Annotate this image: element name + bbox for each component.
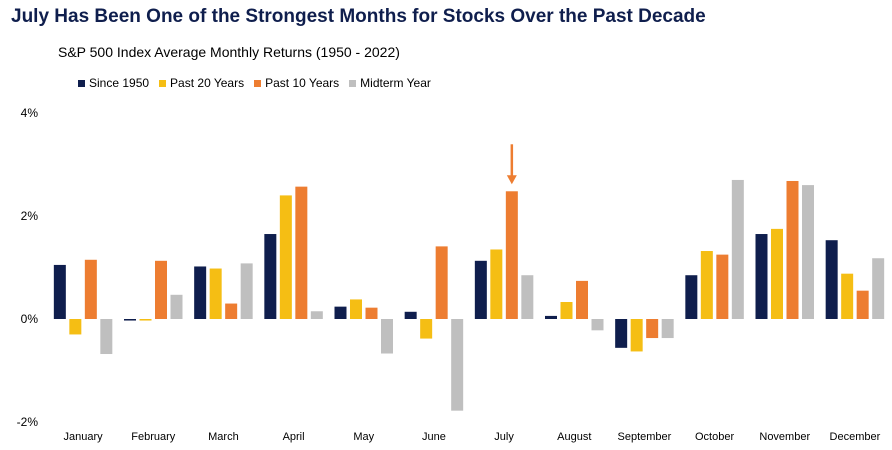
bar-december-past-20-years <box>841 273 854 319</box>
bar-august-since-1950 <box>545 315 557 319</box>
bar-november-past-10-years <box>786 180 799 319</box>
bar-august-past-10-years <box>576 280 588 319</box>
bar-august-past-20-years <box>560 302 573 319</box>
bar-november-midterm-year <box>802 185 814 319</box>
bar-june-since-1950 <box>404 311 417 319</box>
legend-swatch-past-10-years <box>254 79 262 87</box>
bar-january-midterm-year <box>100 319 113 355</box>
legend-swatch-midterm-year <box>349 79 357 87</box>
bar-july-past-20-years <box>490 249 503 319</box>
x-tick-label: June <box>422 431 446 443</box>
bar-may-past-10-years <box>365 307 378 319</box>
bar-january-past-20-years <box>69 319 82 335</box>
x-tick-label: January <box>64 431 104 443</box>
bar-september-past-20-years <box>630 319 643 352</box>
bar-october-since-1950 <box>685 275 698 319</box>
bar-october-midterm-year <box>731 179 744 319</box>
legend-item-midterm-year: Midterm Year <box>349 76 431 90</box>
legend-item-since-1950: Since 1950 <box>78 76 149 90</box>
bar-november-since-1950 <box>755 234 768 319</box>
bar-may-past-20-years <box>350 299 362 319</box>
bar-september-past-10-years <box>646 319 659 339</box>
legend: Since 1950 Past 20 Years Past 10 Years M… <box>78 76 431 90</box>
bar-december-midterm-year <box>872 258 885 319</box>
bar-april-midterm-year <box>310 311 323 319</box>
bar-october-past-10-years <box>716 254 729 319</box>
bar-february-midterm-year <box>170 294 183 319</box>
bar-september-midterm-year <box>661 319 674 339</box>
bar-november-past-20-years <box>771 228 783 319</box>
legend-label-since-1950: Since 1950 <box>89 76 150 90</box>
bar-october-past-20-years <box>700 251 713 319</box>
x-tick-label: August <box>557 431 591 443</box>
highlight-arrow-head <box>506 175 517 185</box>
legend-item-past-10-years: Past 10 Years <box>254 76 339 90</box>
x-tick-label: March <box>208 431 239 443</box>
chart-subtitle: S&P 500 Index Average Monthly Returns (1… <box>58 44 400 60</box>
bar-august-midterm-year <box>591 319 604 331</box>
bar-june-past-20-years <box>420 319 433 339</box>
x-tick-label: February <box>131 431 176 443</box>
bar-march-past-10-years <box>225 303 238 319</box>
bar-february-past-10-years <box>155 260 167 319</box>
legend-label-past-10-years: Past 10 Years <box>265 76 340 90</box>
bar-april-past-10-years <box>295 186 308 319</box>
bar-july-since-1950 <box>474 260 487 319</box>
legend-swatch-past-20-years <box>159 79 167 87</box>
bar-february-since-1950 <box>124 319 136 321</box>
x-tick-label: November <box>759 431 810 443</box>
bar-february-past-20-years <box>139 319 152 321</box>
y-tick-label: 4% <box>21 106 39 120</box>
x-tick-label: December <box>830 431 881 443</box>
bar-march-since-1950 <box>194 266 207 319</box>
bar-april-past-20-years <box>279 195 292 319</box>
bar-may-since-1950 <box>334 306 347 319</box>
bar-july-midterm-year <box>521 275 534 319</box>
bar-january-past-10-years <box>84 259 97 319</box>
bar-april-since-1950 <box>264 234 277 319</box>
legend-label-midterm-year: Midterm Year <box>360 76 431 90</box>
bar-june-past-10-years <box>435 246 448 319</box>
legend-item-past-20-years: Past 20 Years <box>159 76 244 90</box>
x-tick-label: July <box>494 431 514 443</box>
bar-september-since-1950 <box>615 319 628 348</box>
bar-january-since-1950 <box>53 264 66 319</box>
x-tick-label: April <box>283 431 305 443</box>
chart-title: July Has Been One of the Strongest Month… <box>11 6 706 27</box>
bar-may-midterm-year <box>381 319 393 354</box>
y-tick-label: 0% <box>21 312 39 326</box>
legend-label-past-20-years: Past 20 Years <box>170 76 245 90</box>
x-tick-label: October <box>695 431 734 443</box>
legend-swatch-since-1950 <box>78 79 85 87</box>
x-tick-label: September <box>618 431 672 443</box>
y-tick-label: -2% <box>17 415 39 429</box>
bar-december-past-10-years <box>856 290 869 319</box>
bar-march-past-20-years <box>209 268 222 319</box>
bar-march-midterm-year <box>240 263 253 319</box>
bar-june-midterm-year <box>451 319 464 411</box>
bar-december-since-1950 <box>825 240 838 319</box>
bar-july-past-10-years <box>505 191 518 319</box>
y-tick-label: 2% <box>21 209 39 223</box>
x-tick-label: May <box>353 431 374 443</box>
